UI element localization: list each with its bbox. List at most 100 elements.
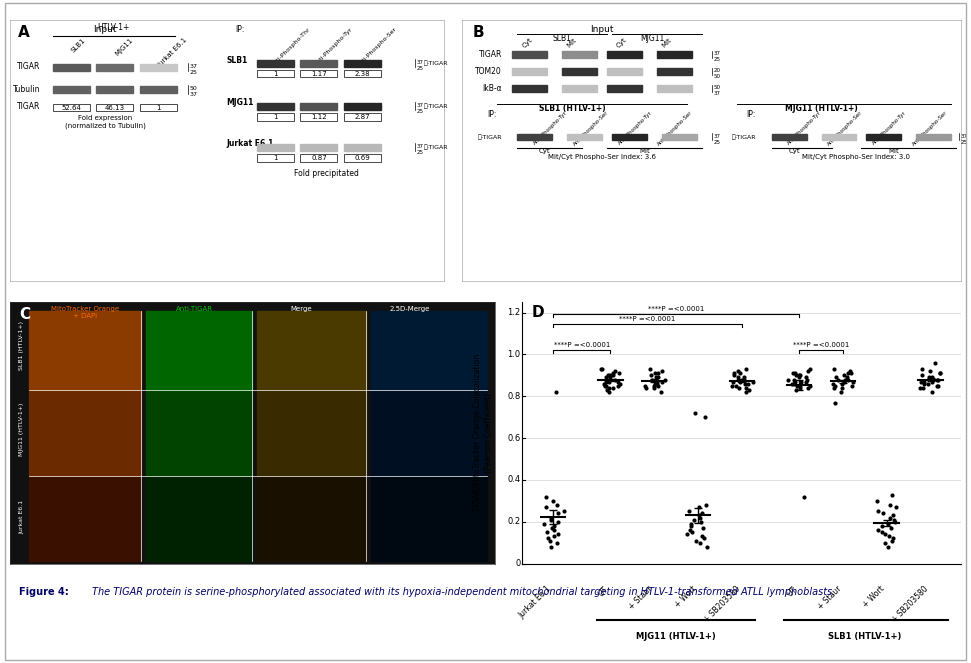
Point [884,522,899,533]
Bar [146,312,252,390]
Bar [344,70,381,78]
Text: MJG11: MJG11 [640,34,664,43]
Point [536,518,552,529]
Point [649,377,664,387]
Point [825,383,841,393]
Bar [371,312,487,390]
Point [927,357,943,368]
Point [607,366,622,377]
Point [883,512,898,523]
Bar [300,113,337,121]
Point [915,383,930,393]
Point [930,374,946,385]
Point [802,381,818,391]
Point [922,366,938,377]
Text: ****P =<0.0001: ****P =<0.0001 [553,342,610,348]
Text: 0.87: 0.87 [311,155,327,161]
Bar [821,133,856,140]
Text: SLB1 (HTLV-1+): SLB1 (HTLV-1+) [539,103,605,113]
Point [732,377,748,387]
Text: + SB203580: + SB203580 [890,585,930,625]
Point [788,381,804,391]
Point [724,381,740,391]
Point [605,383,620,393]
Point [642,364,657,375]
Point [802,364,818,375]
Point [792,383,808,393]
Text: 52.64: 52.64 [61,105,82,111]
Point [546,525,561,536]
Bar [300,144,337,151]
Point [551,508,566,518]
Point [730,372,746,383]
Point [699,500,715,511]
Text: Figure 4:: Figure 4: [19,587,76,597]
Point [742,385,757,395]
Bar [772,133,807,140]
Text: Merge: Merge [290,306,312,312]
Point [798,372,814,383]
Point [653,366,669,377]
Text: Anti-Phospho-Ser: Anti-Phospho-Ser [826,110,863,147]
Point [601,383,617,393]
Point [738,383,753,393]
Point [730,366,746,377]
Bar [612,133,647,140]
Point [598,372,614,383]
Point [875,508,890,518]
Point [787,368,803,379]
Text: Cyt: Cyt [539,148,551,154]
Point [738,387,753,397]
Point [870,525,886,536]
Point [648,379,663,389]
Text: Anti-Phospho-Tyr: Anti-Phospho-Tyr [314,27,354,67]
Text: 0.69: 0.69 [354,155,370,161]
Bar [257,154,294,162]
Point [612,379,627,389]
Bar [96,104,133,111]
Point [654,377,670,387]
Text: TIGAR: TIGAR [17,101,40,111]
Text: Anti-Phospho-Tyr: Anti-Phospho-Tyr [871,110,907,146]
Text: 1: 1 [273,71,278,77]
Point [843,368,858,379]
Text: Jurkat E6.1: Jurkat E6.1 [157,37,188,68]
Text: HTLV-1+: HTLV-1+ [98,23,130,32]
Text: SLB1: SLB1 [552,34,572,43]
Point [647,383,662,393]
Point [836,370,852,381]
Text: 1.0: 1.0 [507,350,520,359]
Text: 25: 25 [714,57,720,62]
Text: 1: 1 [156,105,160,111]
Point [915,370,930,381]
Point [601,377,617,387]
Point [736,372,752,383]
Point [611,377,626,387]
Point [545,495,560,506]
Text: ****P =<0.0001: ****P =<0.0001 [648,306,704,312]
Point [546,531,561,542]
Point [730,374,746,385]
Point [932,368,948,379]
Bar [371,391,487,476]
Point [798,377,814,387]
Point [929,381,945,391]
Text: Mit: Mit [566,37,578,48]
Text: 37: 37 [714,91,720,96]
Text: ⓟ-TIGAR: ⓟ-TIGAR [478,134,502,140]
Text: 37: 37 [417,144,423,149]
Text: Fold expression
(normalized to Tubulin): Fold expression (normalized to Tubulin) [65,115,146,129]
Point [544,522,559,533]
Point [924,372,940,383]
Point [556,506,572,516]
Text: ⓟ-TIGAR: ⓟ-TIGAR [424,60,449,66]
Text: Anti-Phospho-Tyr: Anti-Phospho-Tyr [532,110,568,146]
Bar [344,154,381,162]
Point [786,374,801,385]
Text: UT: UT [597,585,610,598]
Text: C: C [19,308,30,322]
Text: SLB1 (HTLV-1+): SLB1 (HTLV-1+) [828,632,901,641]
Bar [257,70,294,78]
Point [792,370,808,381]
Text: B: B [472,25,484,40]
